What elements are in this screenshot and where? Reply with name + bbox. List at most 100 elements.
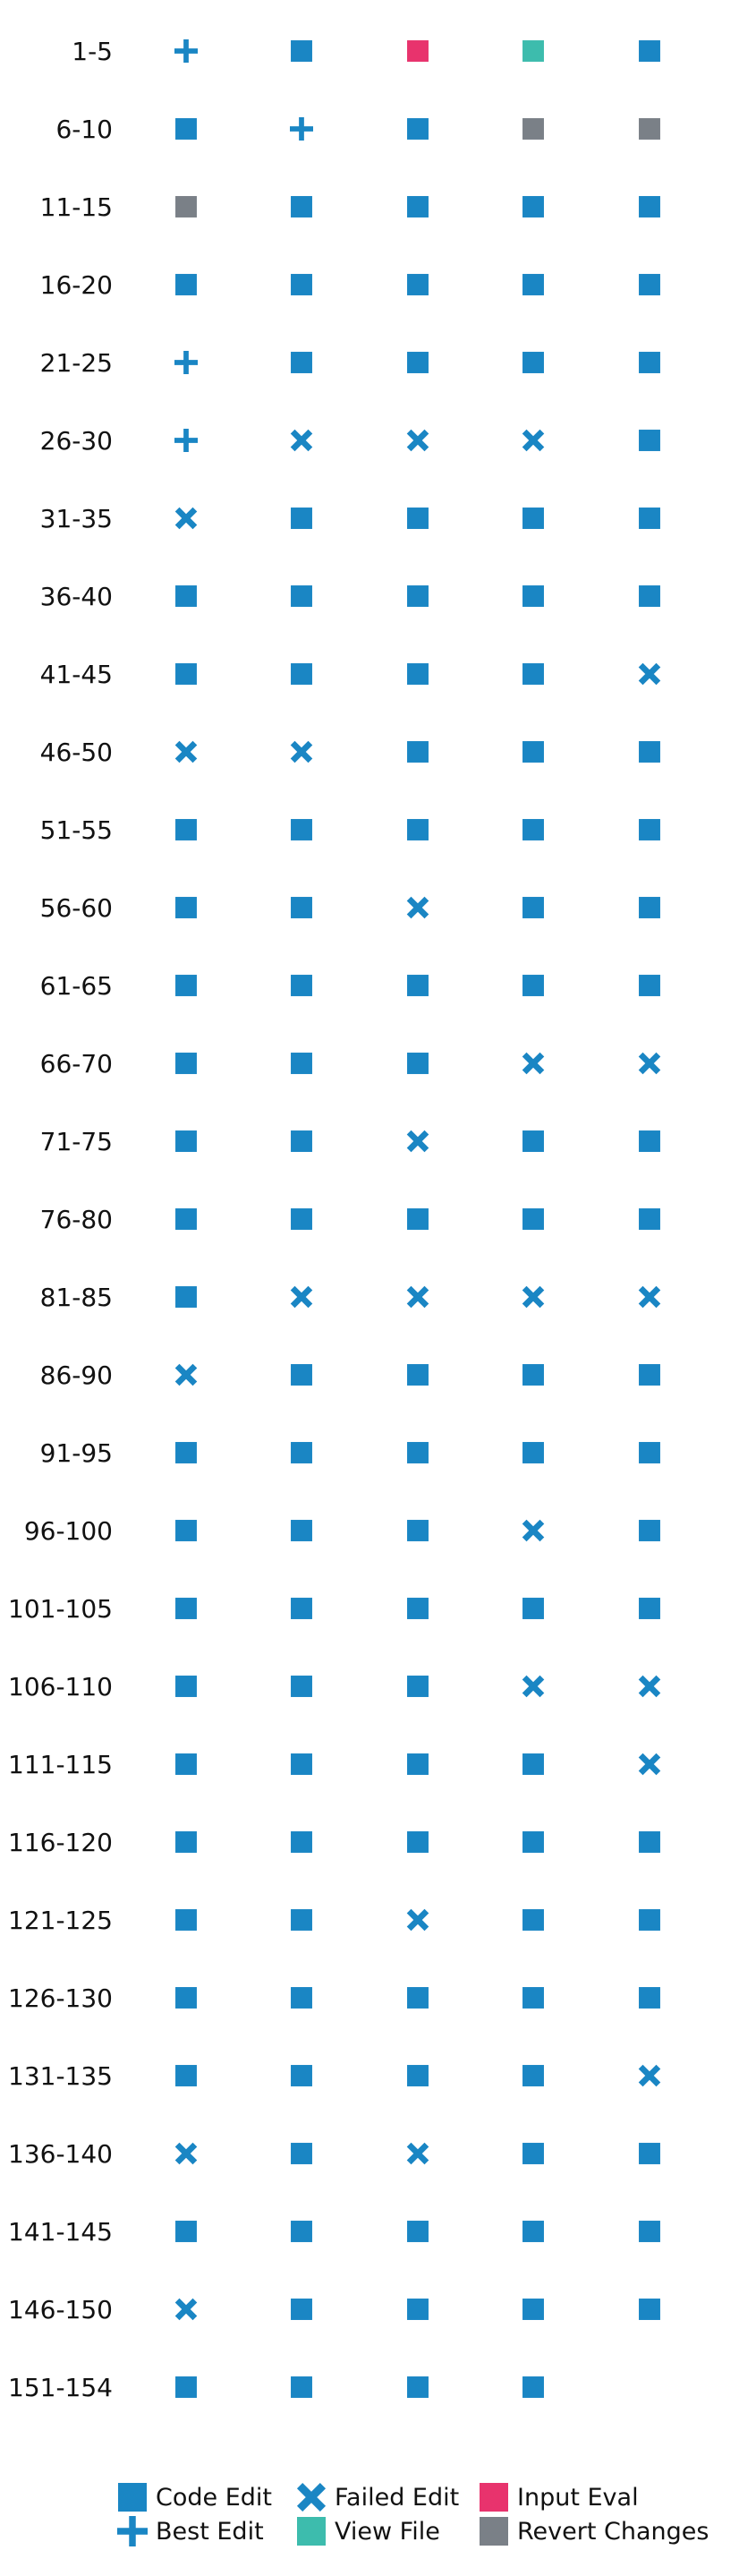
row-label: 71-75 (40, 1127, 113, 1156)
code-edit-marker (407, 585, 429, 607)
best-edit-marker (174, 429, 198, 452)
row-label: 116-120 (8, 1828, 113, 1857)
legend-label: Revert Changes (517, 2517, 709, 2546)
legend-item-input-eval: Input Eval (478, 2481, 639, 2513)
code-edit-marker (522, 508, 544, 529)
row-label: 46-50 (40, 738, 113, 767)
failed-edit-marker (290, 1285, 313, 1309)
row-label: 91-95 (40, 1438, 113, 1468)
code-edit-marker (291, 1987, 312, 2009)
failed-edit-marker (638, 1052, 661, 1075)
code-edit-marker (291, 1831, 312, 1853)
failed-edit-marker (638, 662, 661, 686)
code-edit-marker (291, 2221, 312, 2242)
failed-edit-marker (522, 1285, 545, 1309)
revert-changes-legend-marker (480, 2517, 508, 2546)
code-edit-marker (639, 1130, 660, 1152)
code-edit-marker (291, 663, 312, 685)
legend-item-failed-edit: Failed Edit (295, 2481, 459, 2513)
code-edit-marker (407, 2065, 429, 2086)
code-edit-marker (407, 1831, 429, 1853)
code-edit-marker (175, 2376, 197, 2398)
row-label: 126-130 (8, 1983, 113, 2013)
legend-item-view-file: View File (295, 2515, 440, 2547)
row-label: 16-20 (40, 270, 113, 300)
code-edit-marker (175, 1208, 197, 1230)
failed-edit-marker (174, 2142, 198, 2165)
code-edit-marker (291, 1520, 312, 1541)
best-edit-legend-marker (117, 2516, 148, 2546)
revert-changes-marker (522, 118, 544, 140)
code-edit-marker (291, 508, 312, 529)
code-edit-marker (291, 1753, 312, 1775)
code-edit-marker (522, 1364, 544, 1386)
code-edit-marker (407, 508, 429, 529)
code-edit-marker (639, 1598, 660, 1619)
code-edit-marker (639, 2299, 660, 2320)
code-edit-marker (639, 1364, 660, 1386)
code-edit-marker (175, 1831, 197, 1853)
code-edit-marker (522, 1831, 544, 1853)
code-edit-marker (291, 1364, 312, 1386)
failed-edit-marker (522, 429, 545, 452)
best-edit-marker (290, 117, 313, 141)
code-edit-marker (522, 1130, 544, 1152)
code-edit-marker (175, 1676, 197, 1697)
code-edit-marker (639, 1831, 660, 1853)
code-edit-marker (291, 1053, 312, 1074)
code-edit-marker (291, 897, 312, 918)
code-edit-marker (407, 1520, 429, 1541)
code-edit-marker (291, 819, 312, 840)
code-edit-marker (522, 1987, 544, 2009)
code-edit-marker (175, 897, 197, 918)
code-edit-marker (175, 1520, 197, 1541)
code-edit-marker (175, 1053, 197, 1074)
view-file-legend-marker (297, 2517, 326, 2546)
revert-changes-legend-icon (480, 2517, 508, 2546)
code-edit-marker (522, 1909, 544, 1931)
code-edit-marker (291, 1909, 312, 1931)
code-edit-marker (175, 1987, 197, 2009)
code-edit-marker (639, 819, 660, 840)
row-label: 106-110 (8, 1672, 113, 1702)
row-label: 86-90 (40, 1361, 113, 1390)
failed-edit-marker (290, 740, 313, 763)
row-label: 51-55 (40, 815, 113, 845)
code-edit-marker (522, 741, 544, 763)
row-label: 146-150 (8, 2295, 113, 2324)
revert-changes-marker (639, 118, 660, 140)
row-label: 21-25 (40, 348, 113, 378)
failed-edit-marker (174, 507, 198, 530)
row-label: 141-145 (8, 2217, 113, 2247)
code-edit-marker (639, 585, 660, 607)
row-label: 41-45 (40, 660, 113, 689)
code-edit-legend-marker (118, 2483, 147, 2512)
legend-item-revert-changes: Revert Changes (478, 2515, 709, 2547)
failed-edit-marker (406, 2142, 429, 2165)
code-edit-marker (522, 2065, 544, 2086)
code-edit-marker (639, 897, 660, 918)
code-edit-marker (291, 1442, 312, 1463)
input-eval-legend-icon (480, 2483, 508, 2512)
code-edit-marker (407, 2376, 429, 2398)
code-edit-marker (407, 1364, 429, 1386)
code-edit-marker (639, 274, 660, 295)
code-edit-marker (407, 819, 429, 840)
code-edit-marker (291, 196, 312, 218)
code-edit-marker (407, 663, 429, 685)
code-edit-marker (639, 1987, 660, 2009)
row-label: 66-70 (40, 1049, 113, 1079)
code-edit-marker (522, 1598, 544, 1619)
best-edit-marker (174, 351, 198, 374)
code-edit-marker (639, 40, 660, 62)
code-edit-marker (522, 352, 544, 373)
code-edit-legend-icon (118, 2483, 147, 2512)
failed-edit-legend-marker (296, 2482, 327, 2512)
code-edit-marker (522, 663, 544, 685)
row-label: 1-5 (72, 37, 113, 66)
code-edit-marker (522, 1442, 544, 1463)
code-edit-marker (522, 585, 544, 607)
failed-edit-marker (522, 1052, 545, 1075)
code-edit-marker (175, 2065, 197, 2086)
code-edit-marker (522, 274, 544, 295)
